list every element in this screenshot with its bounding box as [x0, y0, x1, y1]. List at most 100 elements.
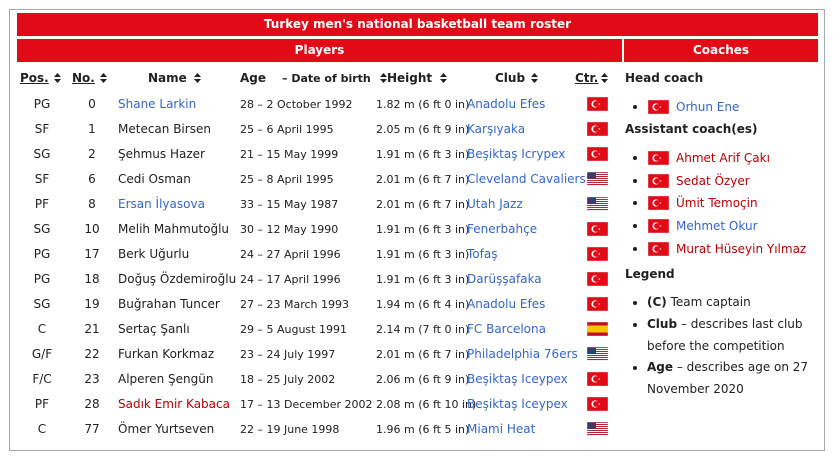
- player-name[interactable]: Ersan İlyasova: [118, 197, 205, 211]
- age: 33 – 15 May 1987: [240, 198, 339, 211]
- flag: [648, 196, 669, 211]
- flag: [587, 297, 608, 311]
- player-name: Cedi Osman: [118, 172, 191, 186]
- bullet: [633, 156, 637, 160]
- height: 1.94 m (6 ft 4 in): [376, 298, 470, 311]
- player-name: Furkan Korkmaz: [118, 347, 215, 361]
- age: 27 – 23 March 1993: [240, 298, 350, 311]
- player-name[interactable]: Shane Larkin: [118, 97, 197, 111]
- flag: [587, 147, 608, 161]
- bullet: [633, 178, 637, 183]
- height: 2.01 m (6 ft 7 in): [376, 173, 470, 186]
- age: 25 – 6 April 1995: [240, 123, 334, 136]
- coach-name[interactable]: Murat Hüseyin Yılmaz: [676, 241, 807, 256]
- number: 17: [84, 247, 100, 261]
- number: 8: [88, 197, 96, 211]
- legend-term: Club: [647, 317, 678, 331]
- column-header[interactable]: Pos.: [20, 71, 49, 85]
- age: 23 – 24 July 1997: [240, 348, 336, 361]
- sort-arrow[interactable]: [100, 73, 107, 83]
- club[interactable]: Darüşşafaka: [467, 272, 542, 286]
- height: 1.82 m (6 ft 0 in): [376, 98, 470, 111]
- number: 19: [84, 297, 100, 311]
- age: 29 – 5 August 1991: [240, 323, 347, 336]
- position: PG: [33, 97, 51, 111]
- column-header[interactable]: No.: [72, 71, 95, 85]
- number: 2: [88, 147, 96, 161]
- number: 22: [84, 347, 100, 361]
- age: 22 – 19 June 1998: [240, 423, 340, 436]
- coach-name[interactable]: Ümit Temoçin: [676, 196, 758, 211]
- bullet: [633, 201, 637, 206]
- player-name[interactable]: Sadık Emir Kabaca: [118, 397, 230, 411]
- flag: [587, 197, 608, 211]
- coach-name[interactable]: Sedat Özyer: [676, 173, 750, 188]
- player-name: Şehmus Hazer: [118, 147, 205, 161]
- legend-term: (C): [647, 295, 667, 309]
- coach-name[interactable]: Orhun Ene: [676, 100, 740, 114]
- flag: [648, 219, 669, 234]
- position: SF: [34, 122, 50, 136]
- legend-text: – describes last club before the competi…: [647, 317, 803, 353]
- column-header[interactable]: Ctr.: [575, 71, 599, 85]
- player-name: Alperen Şengün: [118, 372, 214, 386]
- legend-text: Team captain: [670, 295, 751, 309]
- coaches-heading: Coaches: [624, 39, 818, 62]
- legend-item: (C) Team captain: [647, 292, 822, 314]
- club[interactable]: Miami Heat: [467, 422, 536, 436]
- column-header[interactable]: Name: [148, 71, 187, 85]
- height: 1.91 m (6 ft 3 in): [376, 223, 470, 236]
- coach-name[interactable]: Mehmet Okur: [676, 219, 758, 234]
- flag: [587, 397, 608, 411]
- bullet: [633, 323, 637, 327]
- position: PG: [33, 247, 51, 261]
- number: 0: [88, 97, 96, 111]
- legend-term: Age: [647, 360, 674, 374]
- position: C: [37, 322, 47, 336]
- player-name: Berk Uğurlu: [118, 247, 190, 261]
- age: 25 – 8 April 1995: [240, 173, 334, 186]
- club[interactable]: Beşiktaş Iceypex: [467, 372, 568, 386]
- sort-arrow[interactable]: [380, 73, 387, 83]
- position: C: [37, 422, 47, 436]
- roster-table: [9, 9, 825, 451]
- sort-arrow[interactable]: [194, 73, 201, 83]
- flag: [587, 222, 608, 236]
- sort-arrow[interactable]: [601, 73, 608, 83]
- player-name: Doğuş Özdemiroğlu: [118, 272, 237, 286]
- legend-label: Legend: [625, 267, 675, 281]
- player-name: Sertaç Şanlı: [118, 322, 190, 336]
- column-header[interactable]: Height: [387, 71, 433, 85]
- age: 24 – 27 April 1996: [240, 248, 341, 261]
- club[interactable]: Fenerbahçe: [467, 222, 538, 236]
- club[interactable]: Philadelphia 76ers: [467, 347, 578, 361]
- height: 2.06 m (6 ft 9 in): [376, 373, 470, 386]
- club[interactable]: Tofaş: [467, 247, 498, 261]
- height: 1.91 m (6 ft 3 in): [376, 273, 470, 286]
- column-header[interactable]: Age: [240, 71, 267, 85]
- club[interactable]: Utah Jazz: [467, 197, 523, 211]
- club[interactable]: Anadolu Efes: [467, 97, 546, 111]
- player-name: Metecan Birsen: [118, 122, 211, 136]
- sort-arrow[interactable]: [54, 73, 61, 83]
- club[interactable]: FC Barcelona: [467, 322, 546, 336]
- position: SG: [33, 147, 51, 161]
- age: 18 – 25 July 2002: [240, 373, 336, 386]
- column-header[interactable]: Club: [495, 71, 526, 85]
- flag: [587, 172, 608, 186]
- position: SG: [33, 297, 51, 311]
- club[interactable]: Karşıyaka: [467, 122, 526, 136]
- coach-name[interactable]: Ahmet Arif Çakı: [676, 151, 770, 165]
- player-name: Buğrahan Tuncer: [118, 297, 220, 311]
- sort-arrow[interactable]: [440, 73, 447, 83]
- flag: [648, 173, 669, 188]
- club[interactable]: Beşiktaş Iceypex: [467, 397, 568, 411]
- sort-arrow[interactable]: [531, 73, 538, 83]
- club[interactable]: Anadolu Efes: [467, 297, 546, 311]
- position: PG: [33, 272, 51, 286]
- club[interactable]: Beşiktaş Icrypex: [467, 147, 566, 161]
- club[interactable]: Cleveland Cavaliers: [467, 172, 586, 186]
- assistants-label: Assistant coach(es): [625, 122, 758, 136]
- flag: [587, 372, 608, 386]
